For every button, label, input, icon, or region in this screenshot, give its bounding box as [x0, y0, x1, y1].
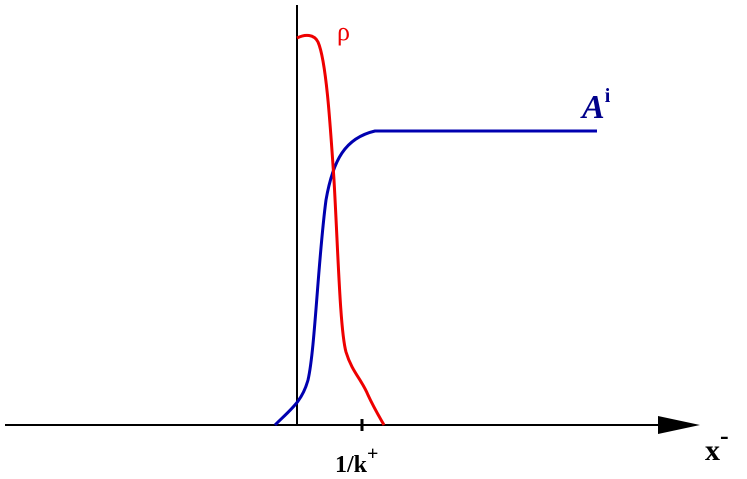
field-curve	[273, 129, 597, 427]
tick-sup: +	[367, 443, 378, 465]
axis-sup: -	[720, 421, 729, 450]
field-index: i	[605, 85, 611, 107]
rho-label: ρ	[337, 17, 350, 46]
field-name: A	[580, 89, 605, 126]
field-label: Ai	[580, 85, 611, 126]
tick-text: 1/k	[335, 452, 368, 478]
density-curve	[296, 33, 386, 426]
axis-text: x	[705, 434, 720, 467]
tick-label: 1/k+	[335, 443, 378, 478]
axis-arrow	[658, 416, 700, 434]
axis-label: x-	[705, 421, 729, 467]
